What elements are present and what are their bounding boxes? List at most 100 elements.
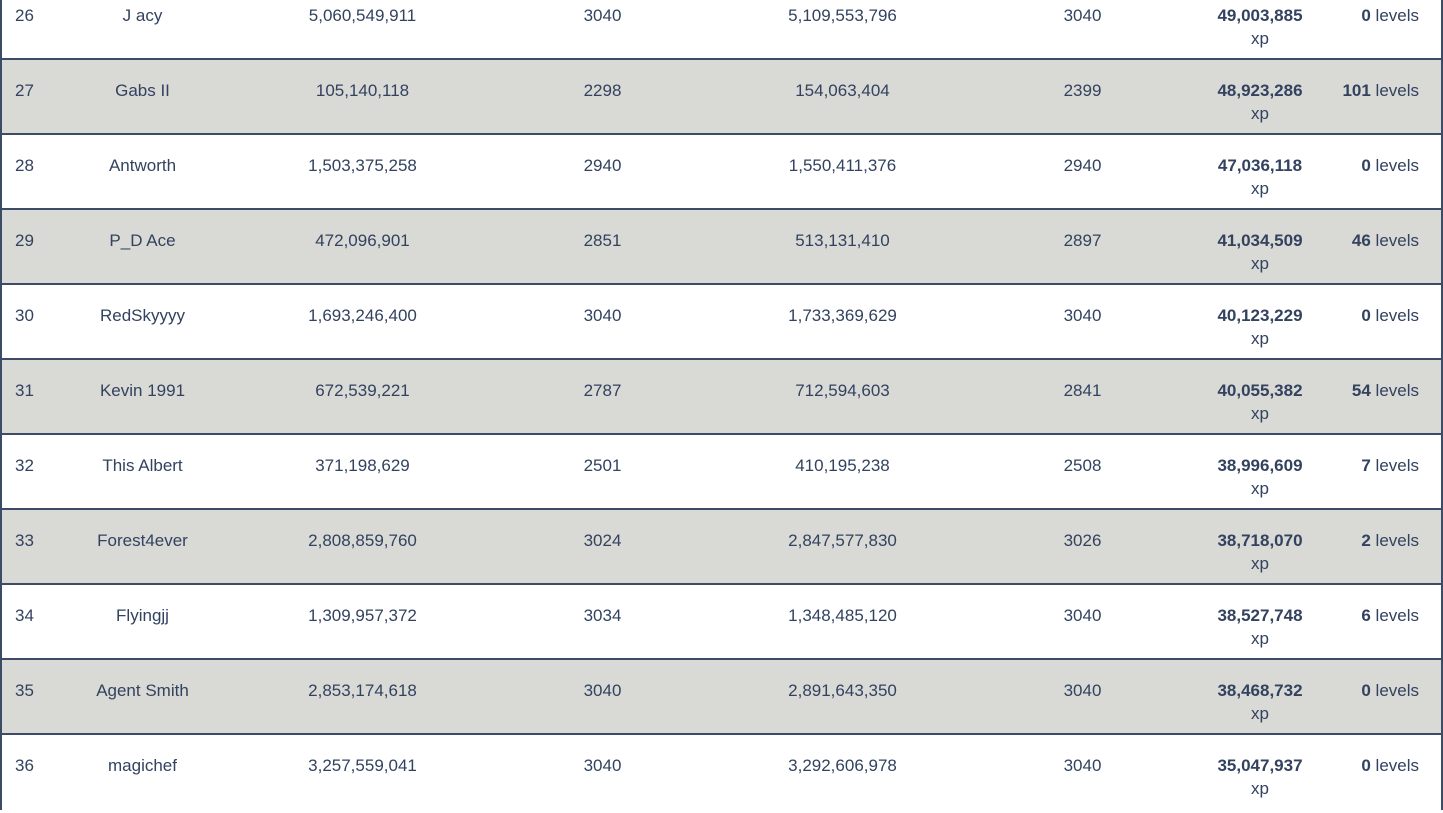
gained-levels-cell: 6 levels xyxy=(1330,604,1441,627)
gained-levels-unit: levels xyxy=(1370,606,1419,625)
end-level-cell: 2399 xyxy=(1063,81,1102,100)
rank-cell: 27 xyxy=(15,81,34,100)
player-name: This Albert xyxy=(102,456,183,475)
start-level-cell: 3034 xyxy=(583,606,622,625)
start-xp-cell: 105,140,118 xyxy=(315,81,410,100)
player-name: Forest4ever xyxy=(97,531,188,550)
table-row: 27 Gabs II 105,140,118 2298 154,063,404 2399 4… xyxy=(2,60,1441,135)
end-level-cell: 3040 xyxy=(1063,681,1102,700)
start-level-cell: 2940 xyxy=(583,156,622,175)
gained-levels-value: 0 xyxy=(1361,681,1371,700)
end-xp-cell: 1,550,411,376 xyxy=(788,156,897,175)
rank-cell: 29 xyxy=(15,231,34,250)
rank-cell: 32 xyxy=(15,456,34,475)
end-xp-cell: 1,733,369,629 xyxy=(788,306,897,325)
end-level-cell: 2508 xyxy=(1063,456,1102,475)
gained-xp-cell: 38,527,748 xp xyxy=(1190,604,1330,650)
end-xp-cell: 5,109,553,796 xyxy=(788,6,897,25)
start-xp-cell: 472,096,901 xyxy=(315,231,410,250)
rank-cell: 36 xyxy=(15,756,34,775)
gained-xp-unit: xp xyxy=(1251,779,1269,798)
player-name: P_D Ace xyxy=(109,231,176,250)
gained-levels-cell: 7 levels xyxy=(1330,454,1441,477)
start-level-cell: 2787 xyxy=(583,381,622,400)
end-xp-cell: 154,063,404 xyxy=(795,81,890,100)
gained-xp-unit: xp xyxy=(1251,404,1269,423)
gained-xp-unit: xp xyxy=(1251,554,1269,573)
gained-levels-unit: levels xyxy=(1370,456,1419,475)
gained-xp-value: 48,923,286 xyxy=(1217,81,1303,100)
gained-xp-cell: 41,034,509 xp xyxy=(1190,229,1330,275)
gained-levels-value: 0 xyxy=(1361,306,1371,325)
gained-levels-cell: 101 levels xyxy=(1330,79,1441,102)
gained-xp-unit: xp xyxy=(1251,104,1269,123)
start-level-cell: 3040 xyxy=(583,6,622,25)
start-xp-cell: 1,693,246,400 xyxy=(308,306,417,325)
start-xp-cell: 2,853,174,618 xyxy=(308,681,417,700)
end-xp-cell: 712,594,603 xyxy=(795,381,890,400)
gained-xp-value: 40,123,229 xyxy=(1217,306,1303,325)
end-level-cell: 3026 xyxy=(1063,531,1102,550)
start-level-cell: 3040 xyxy=(583,306,622,325)
gained-xp-cell: 38,468,732 xp xyxy=(1190,679,1330,725)
end-level-cell: 2897 xyxy=(1063,231,1102,250)
table-row: 32 This Albert 371,198,629 2501 410,195,238 2… xyxy=(2,435,1441,510)
gained-xp-value: 47,036,118 xyxy=(1217,156,1303,175)
gained-levels-cell: 0 levels xyxy=(1330,754,1441,777)
start-level-cell: 3040 xyxy=(583,756,622,775)
gained-levels-cell: 54 levels xyxy=(1330,379,1441,402)
gained-xp-cell: 49,003,885 xp xyxy=(1190,4,1330,50)
table-row: 35 Agent Smith 2,853,174,618 3040 2,891,643,… xyxy=(2,660,1441,735)
end-level-cell: 2940 xyxy=(1063,156,1102,175)
gained-levels-unit: levels xyxy=(1370,156,1419,175)
gained-xp-value: 38,468,732 xyxy=(1217,681,1303,700)
gained-levels-unit: levels xyxy=(1370,231,1419,250)
gained-levels-unit: levels xyxy=(1370,756,1419,775)
gained-xp-unit: xp xyxy=(1251,329,1269,348)
gained-levels-cell: 0 levels xyxy=(1330,304,1441,327)
gained-xp-unit: xp xyxy=(1251,179,1269,198)
start-level-cell: 3024 xyxy=(583,531,622,550)
rank-cell: 26 xyxy=(15,6,34,25)
gained-levels-unit: levels xyxy=(1370,381,1419,400)
gained-levels-unit: levels xyxy=(1370,6,1419,25)
gained-levels-value: 0 xyxy=(1361,156,1371,175)
table-row: 28 Antworth 1,503,375,258 2940 1,550,411,376… xyxy=(2,135,1441,210)
gained-xp-unit: xp xyxy=(1251,254,1269,273)
gained-xp-value: 38,527,748 xyxy=(1217,606,1303,625)
gained-xp-value: 38,996,609 xyxy=(1217,456,1303,475)
start-xp-cell: 2,808,859,760 xyxy=(308,531,417,550)
end-level-cell: 3040 xyxy=(1063,606,1102,625)
player-name: Gabs II xyxy=(115,81,170,100)
gained-levels-value: 101 xyxy=(1342,81,1371,100)
gained-levels-value: 6 xyxy=(1361,606,1371,625)
rank-cell: 35 xyxy=(15,681,34,700)
gained-xp-cell: 38,718,070 xp xyxy=(1190,529,1330,575)
player-name: Agent Smith xyxy=(96,681,189,700)
gained-levels-unit: levels xyxy=(1370,531,1419,550)
start-xp-cell: 371,198,629 xyxy=(315,456,410,475)
gained-levels-value: 0 xyxy=(1361,756,1371,775)
gained-xp-cell: 40,123,229 xp xyxy=(1190,304,1330,350)
gained-levels-cell: 46 levels xyxy=(1330,229,1441,252)
table-row: 34 Flyingjj 1,309,957,372 3034 1,348,485,120… xyxy=(2,585,1441,660)
table-row: 29 P_D Ace 472,096,901 2851 513,131,410 2897 4… xyxy=(2,210,1441,285)
gained-levels-value: 54 xyxy=(1351,381,1371,400)
end-level-cell: 3040 xyxy=(1063,6,1102,25)
gained-xp-unit: xp xyxy=(1251,704,1269,723)
player-name: RedSkyyyy xyxy=(99,306,186,325)
gained-xp-unit: xp xyxy=(1251,479,1269,498)
gained-levels-value: 7 xyxy=(1361,456,1371,475)
table-row: 36 magichef 3,257,559,041 3040 3,292,606,978… xyxy=(2,735,1441,810)
end-level-cell: 3040 xyxy=(1063,756,1102,775)
gained-xp-cell: 38,996,609 xp xyxy=(1190,454,1330,500)
end-xp-cell: 513,131,410 xyxy=(795,231,890,250)
start-level-cell: 2501 xyxy=(583,456,622,475)
gained-levels-unit: levels xyxy=(1370,681,1419,700)
player-name: Antworth xyxy=(108,156,177,175)
gained-xp-value: 38,718,070 xyxy=(1217,531,1303,550)
end-level-cell: 3040 xyxy=(1063,306,1102,325)
gained-xp-value: 35,047,937 xyxy=(1217,756,1303,775)
end-xp-cell: 2,891,643,350 xyxy=(788,681,897,700)
